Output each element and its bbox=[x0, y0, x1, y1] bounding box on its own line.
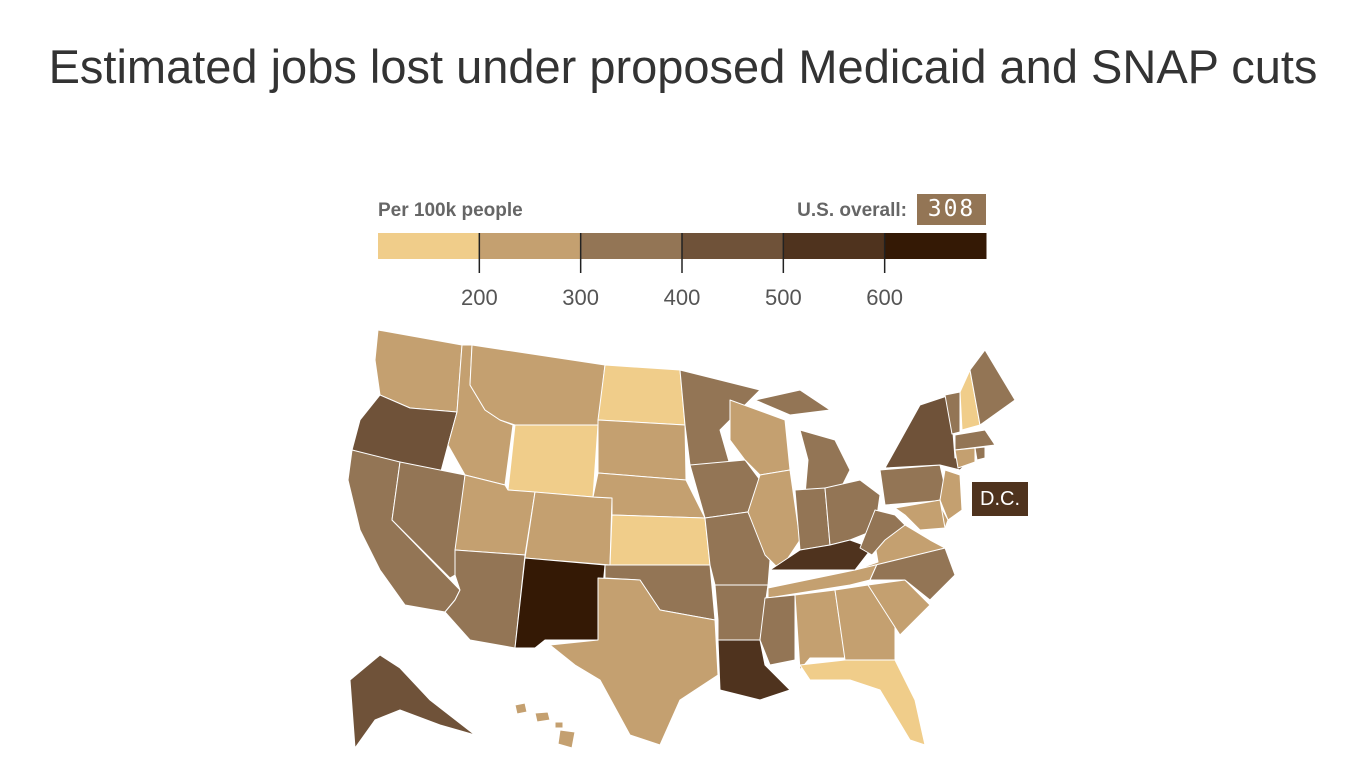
state-hi[interactable] bbox=[557, 729, 576, 749]
legend-tick-label: 200 bbox=[461, 285, 498, 310]
state-sc[interactable] bbox=[867, 579, 931, 636]
states-layer bbox=[347, 329, 1016, 749]
state-mt[interactable] bbox=[469, 344, 606, 426]
state-hi[interactable] bbox=[514, 702, 528, 715]
state-me[interactable] bbox=[969, 349, 1016, 426]
state-ri[interactable] bbox=[974, 446, 986, 461]
state-vt[interactable] bbox=[944, 391, 961, 435]
legend-label: Per 100k people bbox=[378, 200, 523, 221]
legend-swatch bbox=[783, 233, 886, 259]
legend-tick-label: 400 bbox=[664, 285, 701, 310]
us-overall-value: 308 bbox=[917, 194, 986, 225]
state-nv[interactable] bbox=[391, 461, 466, 579]
state-nd[interactable] bbox=[597, 364, 686, 426]
dc-label: D.C. bbox=[972, 482, 1028, 516]
state-ak[interactable] bbox=[349, 654, 476, 749]
state-pa[interactable] bbox=[879, 464, 949, 506]
state-co[interactable] bbox=[524, 491, 613, 566]
state-md[interactable] bbox=[894, 499, 946, 531]
chart-title: Estimated jobs lost under proposed Medic… bbox=[48, 40, 1318, 93]
legend-tick-label: 600 bbox=[866, 285, 903, 310]
legend-swatch bbox=[580, 233, 683, 259]
legend-tick-label: 500 bbox=[765, 285, 802, 310]
state-in[interactable] bbox=[794, 487, 831, 551]
state-ar[interactable] bbox=[714, 584, 769, 641]
state-or[interactable] bbox=[351, 394, 458, 476]
state-ms[interactable] bbox=[759, 594, 796, 666]
state-ct[interactable] bbox=[954, 447, 976, 469]
state-nj[interactable] bbox=[939, 469, 963, 521]
state-wv[interactable] bbox=[859, 509, 906, 556]
legend-bar: 200 300 400 500 600 bbox=[378, 233, 987, 310]
legend-swatch bbox=[884, 233, 987, 259]
state-nm[interactable] bbox=[514, 557, 606, 649]
state-al[interactable] bbox=[794, 589, 846, 671]
state-ks[interactable] bbox=[609, 514, 711, 566]
state-hi[interactable] bbox=[554, 721, 564, 729]
state-hi[interactable] bbox=[534, 711, 551, 723]
legend-tick-label: 300 bbox=[562, 285, 599, 310]
state-sd[interactable] bbox=[597, 419, 687, 481]
us-overall-label: U.S. overall: bbox=[797, 200, 907, 221]
legend-swatch bbox=[682, 233, 784, 259]
state-tx[interactable] bbox=[549, 577, 719, 746]
state-ma[interactable] bbox=[954, 429, 996, 451]
legend-swatch bbox=[479, 233, 582, 259]
state-wy[interactable] bbox=[507, 424, 599, 498]
state-fl[interactable] bbox=[799, 659, 926, 746]
legend-swatch bbox=[378, 233, 480, 259]
state-az[interactable] bbox=[444, 549, 526, 649]
state-mi[interactable] bbox=[754, 389, 831, 416]
